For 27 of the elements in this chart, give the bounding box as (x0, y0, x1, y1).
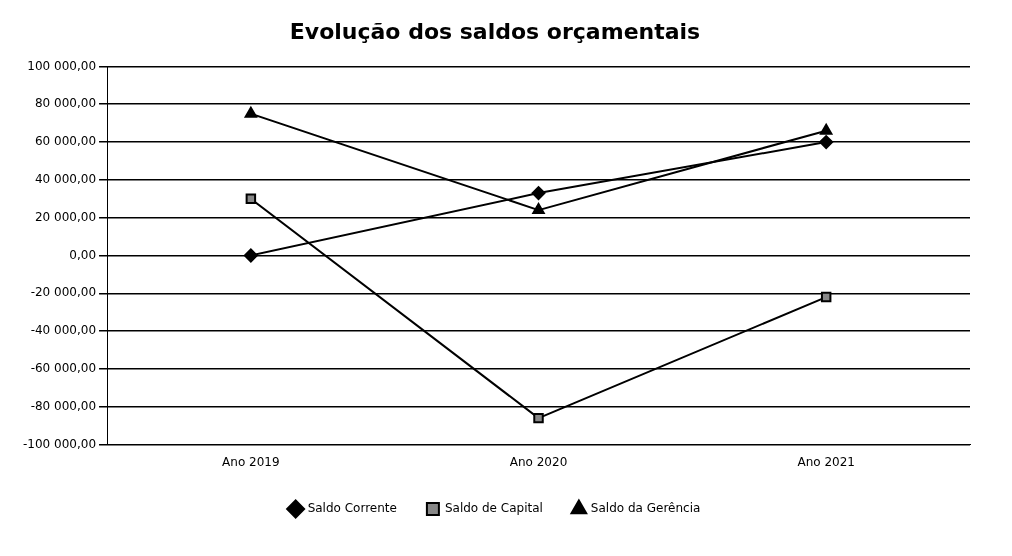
point (532, 203, 545, 215)
y-tick-label: -20 000,00 (30, 285, 97, 300)
legend-label: Saldo da Gerência (590, 501, 701, 516)
chart-title: Evolução dos saldos orçamentais (289, 18, 701, 44)
y-tick-label: 20 000,00 (34, 209, 97, 224)
y-tick-label: -40 000,00 (30, 323, 97, 338)
point (533, 412, 544, 424)
point (820, 291, 832, 303)
y-tick-label: 80 000,00 (34, 96, 97, 111)
point (244, 106, 258, 118)
y-tick-label: -60 000,00 (30, 361, 97, 376)
point (819, 135, 834, 150)
x-tick-label: Ano 2019 (222, 454, 280, 469)
x-tick-label: Ano 2020 (509, 454, 568, 469)
y-tick-label: 100 000,00 (27, 58, 97, 73)
point (243, 248, 258, 263)
legend-label: Saldo de Capital (444, 501, 543, 516)
legend-label: Saldo Corrente (307, 501, 397, 516)
y-tick-label: 40 000,00 (34, 171, 97, 186)
x-tick-label: Ano 2021 (797, 454, 855, 469)
point (819, 123, 833, 135)
y-tick-label: 0,00 (69, 247, 97, 262)
point (531, 186, 546, 201)
point (245, 193, 257, 205)
y-tick-label: -80 000,00 (30, 398, 97, 413)
y-tick-label: -100 000,00 (22, 436, 97, 451)
y-tick-label: 60 000,00 (34, 134, 97, 149)
